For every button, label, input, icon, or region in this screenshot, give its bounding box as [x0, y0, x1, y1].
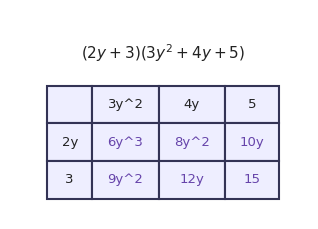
Bar — [92, 86, 159, 123]
Bar — [92, 123, 159, 161]
Bar — [159, 86, 225, 123]
Text: $(2y+3)(3y^2+4y+5)$: $(2y+3)(3y^2+4y+5)$ — [81, 42, 245, 64]
Text: 12y: 12y — [179, 173, 204, 186]
Bar — [225, 123, 279, 161]
Bar — [225, 161, 279, 199]
Bar — [159, 123, 225, 161]
Bar — [92, 161, 159, 199]
Bar — [47, 123, 92, 161]
Text: 8y^2: 8y^2 — [174, 136, 210, 149]
Text: 3y^2: 3y^2 — [107, 98, 143, 111]
Text: 6y^3: 6y^3 — [107, 136, 143, 149]
Bar — [47, 161, 92, 199]
Text: 10y: 10y — [239, 136, 264, 149]
Bar — [159, 161, 225, 199]
Text: 5: 5 — [248, 98, 256, 111]
Text: 4y: 4y — [184, 98, 200, 111]
Text: 15: 15 — [244, 173, 260, 186]
Bar — [225, 86, 279, 123]
Text: 3: 3 — [66, 173, 74, 186]
Bar — [47, 86, 92, 123]
Text: 9y^2: 9y^2 — [107, 173, 143, 186]
Text: 2y: 2y — [62, 136, 78, 149]
